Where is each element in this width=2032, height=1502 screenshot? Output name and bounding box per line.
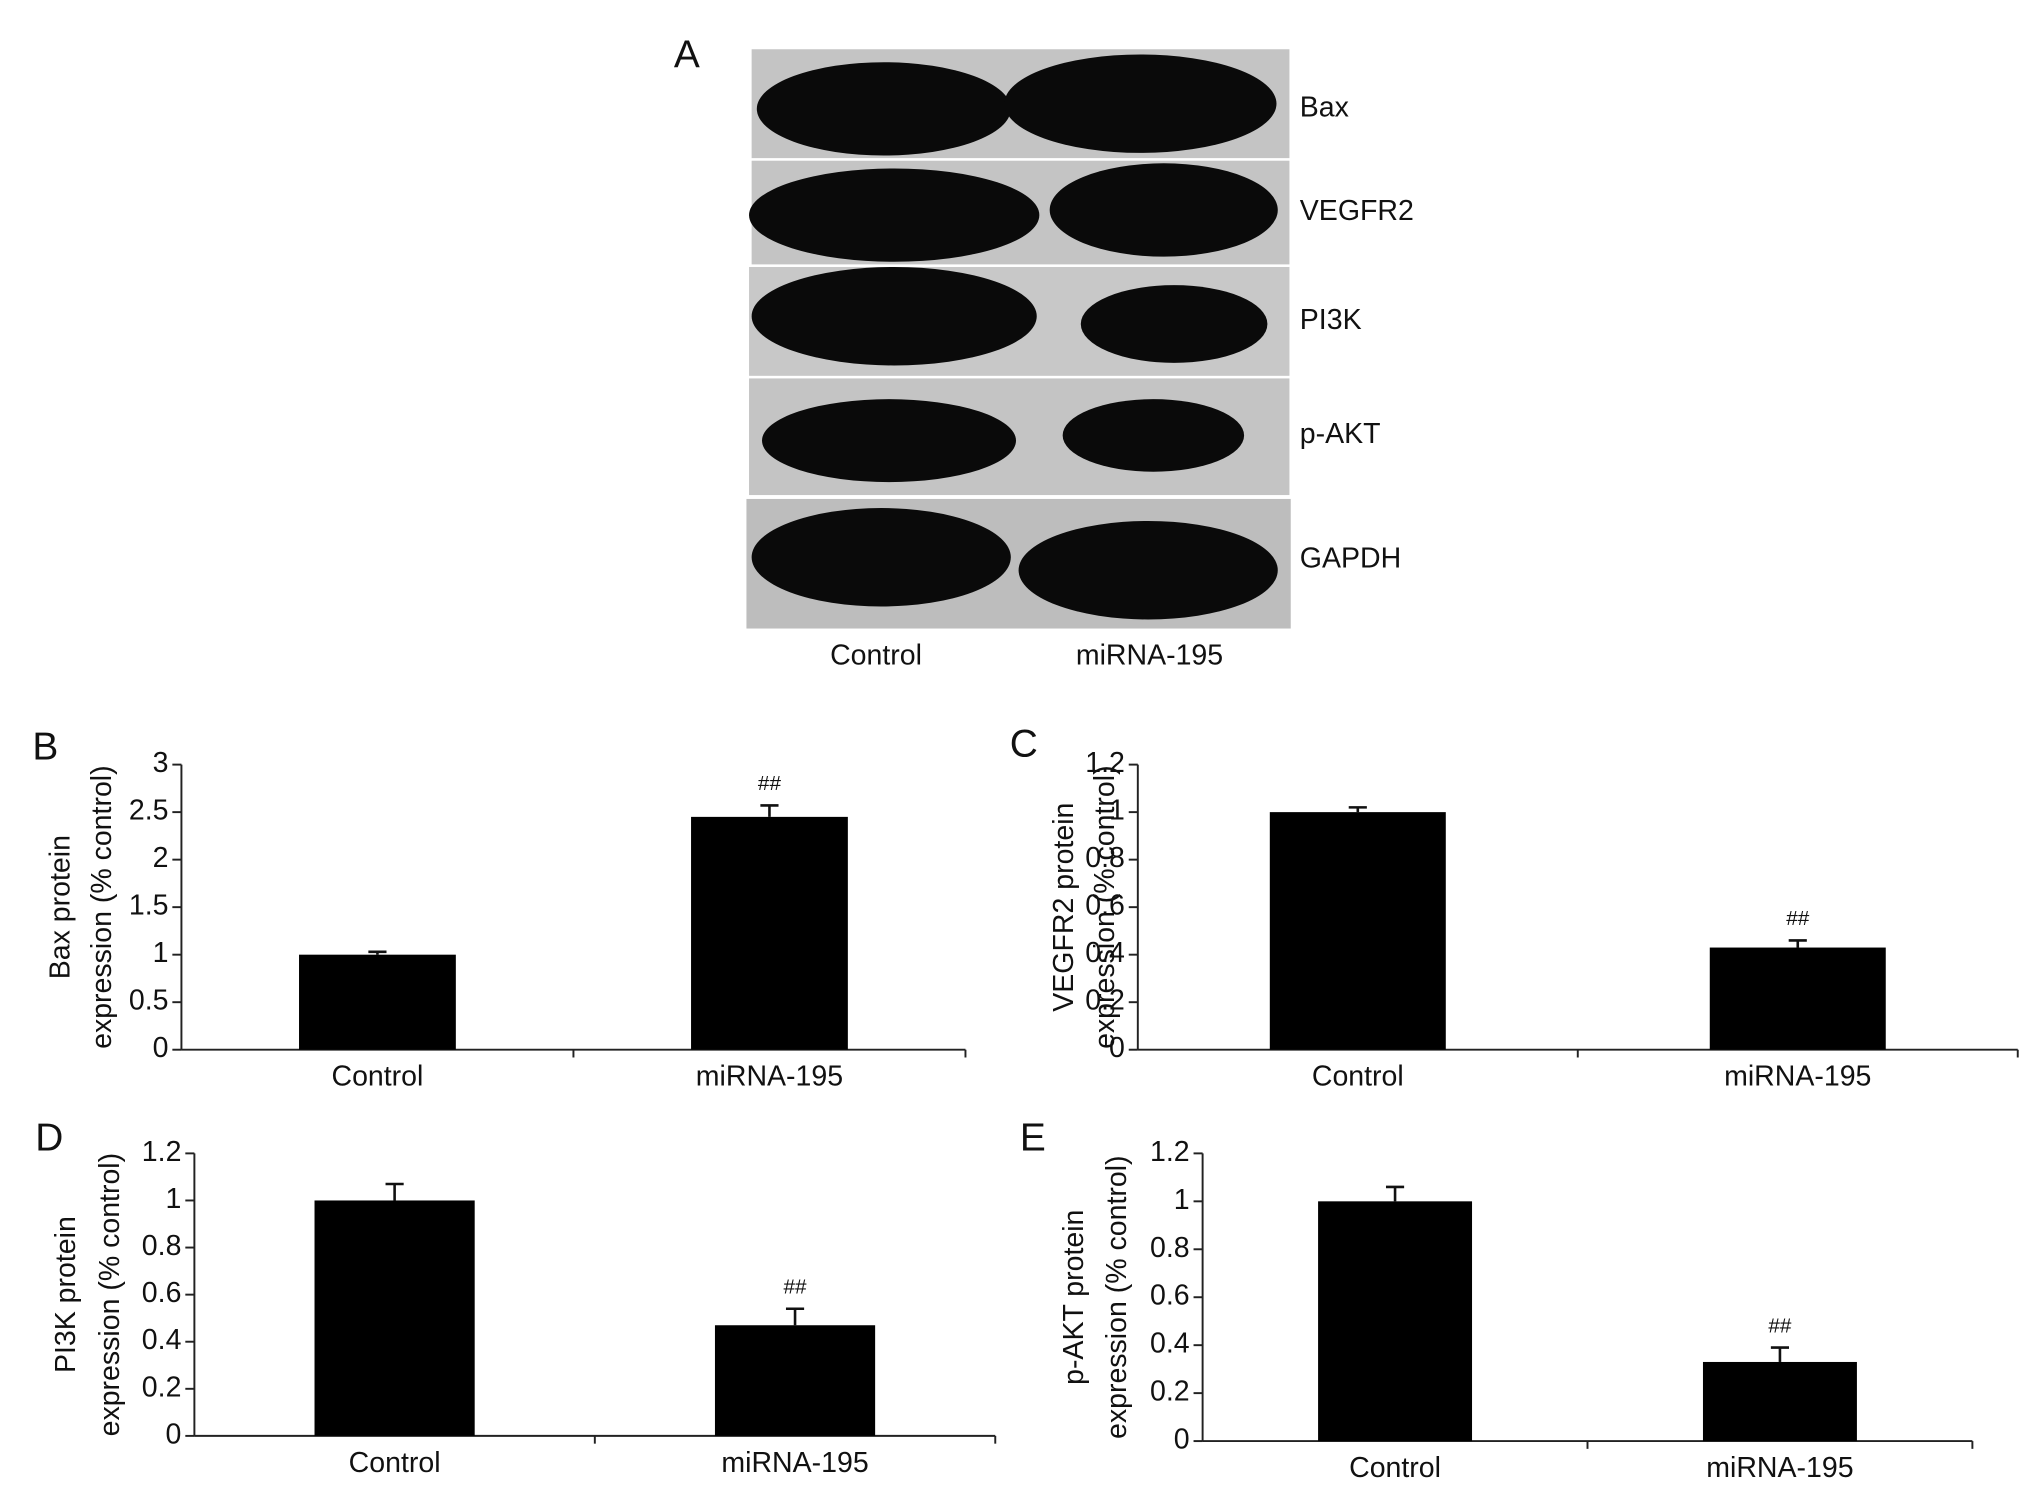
panel-letter: B bbox=[32, 725, 58, 768]
bar bbox=[691, 816, 848, 1050]
y-tick-label: 0.8 bbox=[142, 1230, 182, 1262]
y-tick-label: 0 bbox=[1174, 1424, 1190, 1456]
western-blot: A bbox=[674, 33, 1291, 629]
y-tick-label: 0 bbox=[1109, 1032, 1125, 1064]
y-tick-label: 2 bbox=[153, 842, 169, 874]
bar bbox=[1318, 1201, 1473, 1442]
x-tick-label: Control bbox=[349, 1447, 441, 1479]
bar bbox=[299, 954, 456, 1050]
bar bbox=[1709, 947, 1886, 1050]
y-tick-label: 0.4 bbox=[142, 1324, 182, 1356]
band bbox=[749, 168, 1040, 262]
band bbox=[1049, 163, 1278, 257]
y-tick-label: 1.2 bbox=[1150, 1136, 1190, 1168]
y-tick-label: 1 bbox=[153, 937, 169, 969]
y-tick-label: 0.5 bbox=[129, 985, 169, 1017]
y-tick-label: 0 bbox=[166, 1418, 182, 1450]
x-tick-label: Control bbox=[331, 1061, 423, 1093]
band-label: Bax bbox=[1300, 91, 1349, 123]
y-tick-label: 1 bbox=[166, 1183, 182, 1215]
y-tick-label: 0.6 bbox=[1085, 890, 1125, 922]
y-axis-label: PI3K protein bbox=[50, 1216, 82, 1373]
band-label: p-AKT bbox=[1300, 418, 1381, 450]
panel-letter: C bbox=[1010, 723, 1038, 766]
y-tick-label: 0.2 bbox=[1150, 1376, 1190, 1408]
y-tick-label: 0.8 bbox=[1150, 1232, 1190, 1264]
y-tick-label: 2.5 bbox=[129, 795, 169, 827]
panel-letter: A bbox=[674, 33, 700, 76]
y-axis-label: expression (% control) bbox=[1101, 1155, 1133, 1439]
panel-letter: E bbox=[1020, 1117, 1046, 1160]
bar bbox=[714, 1325, 876, 1436]
lane-label: miRNA-195 bbox=[1076, 640, 1223, 672]
y-tick-label: 1.5 bbox=[129, 890, 169, 922]
chart-panel: C VEGFR2 protein expression (% control)0 0.… bbox=[1010, 723, 2019, 1093]
chart-panel: Ep-AKT protein expression (% control) 0 0.2… bbox=[1020, 1117, 1974, 1484]
y-tick-label: 1 bbox=[1109, 795, 1125, 827]
x-tick-label: Control bbox=[1349, 1452, 1441, 1484]
significance-label: ## bbox=[784, 1275, 808, 1298]
y-axis-label: p-AKT protein bbox=[1058, 1210, 1090, 1385]
y-tick-label: 3 bbox=[153, 747, 169, 779]
y-tick-label: 1 bbox=[1174, 1184, 1190, 1216]
x-tick-label: miRNA-195 bbox=[1706, 1452, 1853, 1484]
chart-panel: D PI3K protein expression (% control) 0 0.2 0… bbox=[35, 1117, 997, 1479]
bar bbox=[314, 1200, 475, 1436]
band bbox=[1018, 520, 1278, 620]
significance-label: ## bbox=[1768, 1314, 1792, 1337]
band bbox=[756, 62, 1011, 156]
band bbox=[751, 508, 1011, 607]
y-tick-label: 0.6 bbox=[142, 1277, 182, 1309]
bar bbox=[1702, 1361, 1857, 1442]
y-tick-label: 0.2 bbox=[142, 1371, 182, 1403]
bar bbox=[1269, 812, 1446, 1050]
y-tick-label: 0.6 bbox=[1150, 1280, 1190, 1312]
panel-letter: D bbox=[35, 1117, 63, 1160]
band bbox=[762, 399, 1016, 483]
lane-label: Control bbox=[830, 640, 922, 672]
significance-label: ## bbox=[758, 772, 782, 795]
y-tick-label: 0.4 bbox=[1150, 1328, 1190, 1360]
y-tick-label: 1.2 bbox=[142, 1136, 182, 1168]
x-tick-label: miRNA-195 bbox=[1724, 1061, 1871, 1093]
band bbox=[1080, 285, 1268, 363]
y-axis-label: expression (% control) bbox=[86, 765, 118, 1049]
band bbox=[1004, 54, 1277, 153]
y-tick-label: 0.2 bbox=[1085, 985, 1125, 1017]
y-tick-label: 0.8 bbox=[1085, 842, 1125, 874]
x-tick-label: miRNA-195 bbox=[696, 1061, 843, 1093]
band bbox=[1062, 399, 1245, 472]
x-tick-label: miRNA-195 bbox=[721, 1447, 868, 1479]
band bbox=[751, 266, 1037, 366]
band-label: PI3K bbox=[1300, 304, 1362, 336]
chart-panel: B Bax protein expression (% control) 0 0.5 1 1… bbox=[32, 725, 967, 1093]
y-tick-label: 0 bbox=[153, 1032, 169, 1064]
y-tick-label: 1.2 bbox=[1085, 747, 1125, 779]
y-axis-label: VEGFR2 protein bbox=[1048, 803, 1080, 1012]
y-axis-label: Bax protein bbox=[45, 835, 77, 979]
y-tick-label: 0.4 bbox=[1085, 937, 1125, 969]
band-label: GAPDH bbox=[1300, 542, 1401, 574]
y-axis-label: expression (% control) bbox=[94, 1153, 126, 1437]
band-label: VEGFR2 bbox=[1300, 195, 1414, 227]
significance-label: ## bbox=[1786, 907, 1810, 930]
y-axis-label: expression (% control) bbox=[1089, 765, 1121, 1049]
x-tick-label: Control bbox=[1312, 1061, 1404, 1093]
